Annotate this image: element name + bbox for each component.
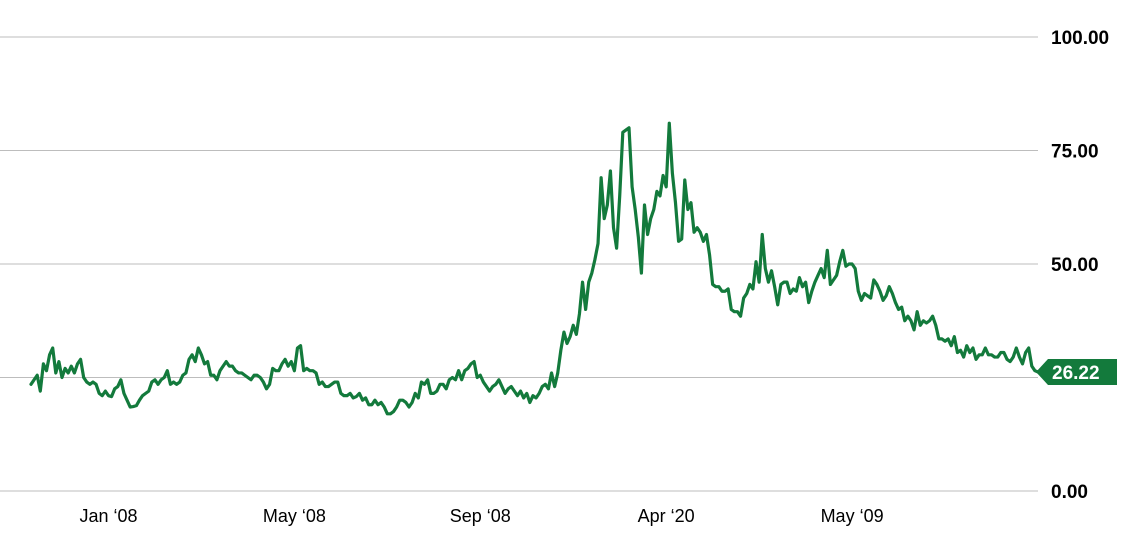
x-tick-label: Apr ‘20: [638, 506, 695, 526]
x-axis-ticks: Jan ‘08 May ‘08 Sep ‘08 Apr ‘20 May ‘09: [79, 506, 883, 526]
y-axis-ticks: 100.00 75.00 50.00 0.00: [1051, 28, 1109, 503]
last-value-badge: 26.22: [1036, 358, 1117, 385]
y-tick-label: 0.00: [1051, 482, 1088, 503]
x-tick-label: Sep ‘08: [450, 506, 511, 526]
last-value-badge-shape: [1036, 358, 1117, 385]
y-tick-label: 50.00: [1051, 255, 1099, 276]
y-tick-label: 100.00: [1051, 28, 1109, 49]
y-tick-label: 75.00: [1051, 142, 1099, 163]
x-tick-label: May ‘08: [263, 506, 326, 526]
series-line: [29, 121, 1040, 416]
last-value-label: 26.22: [1052, 363, 1100, 384]
grid-lines: [0, 36, 1038, 492]
x-tick-label: May ‘09: [821, 506, 884, 526]
x-tick-label: Jan ‘08: [79, 506, 137, 526]
